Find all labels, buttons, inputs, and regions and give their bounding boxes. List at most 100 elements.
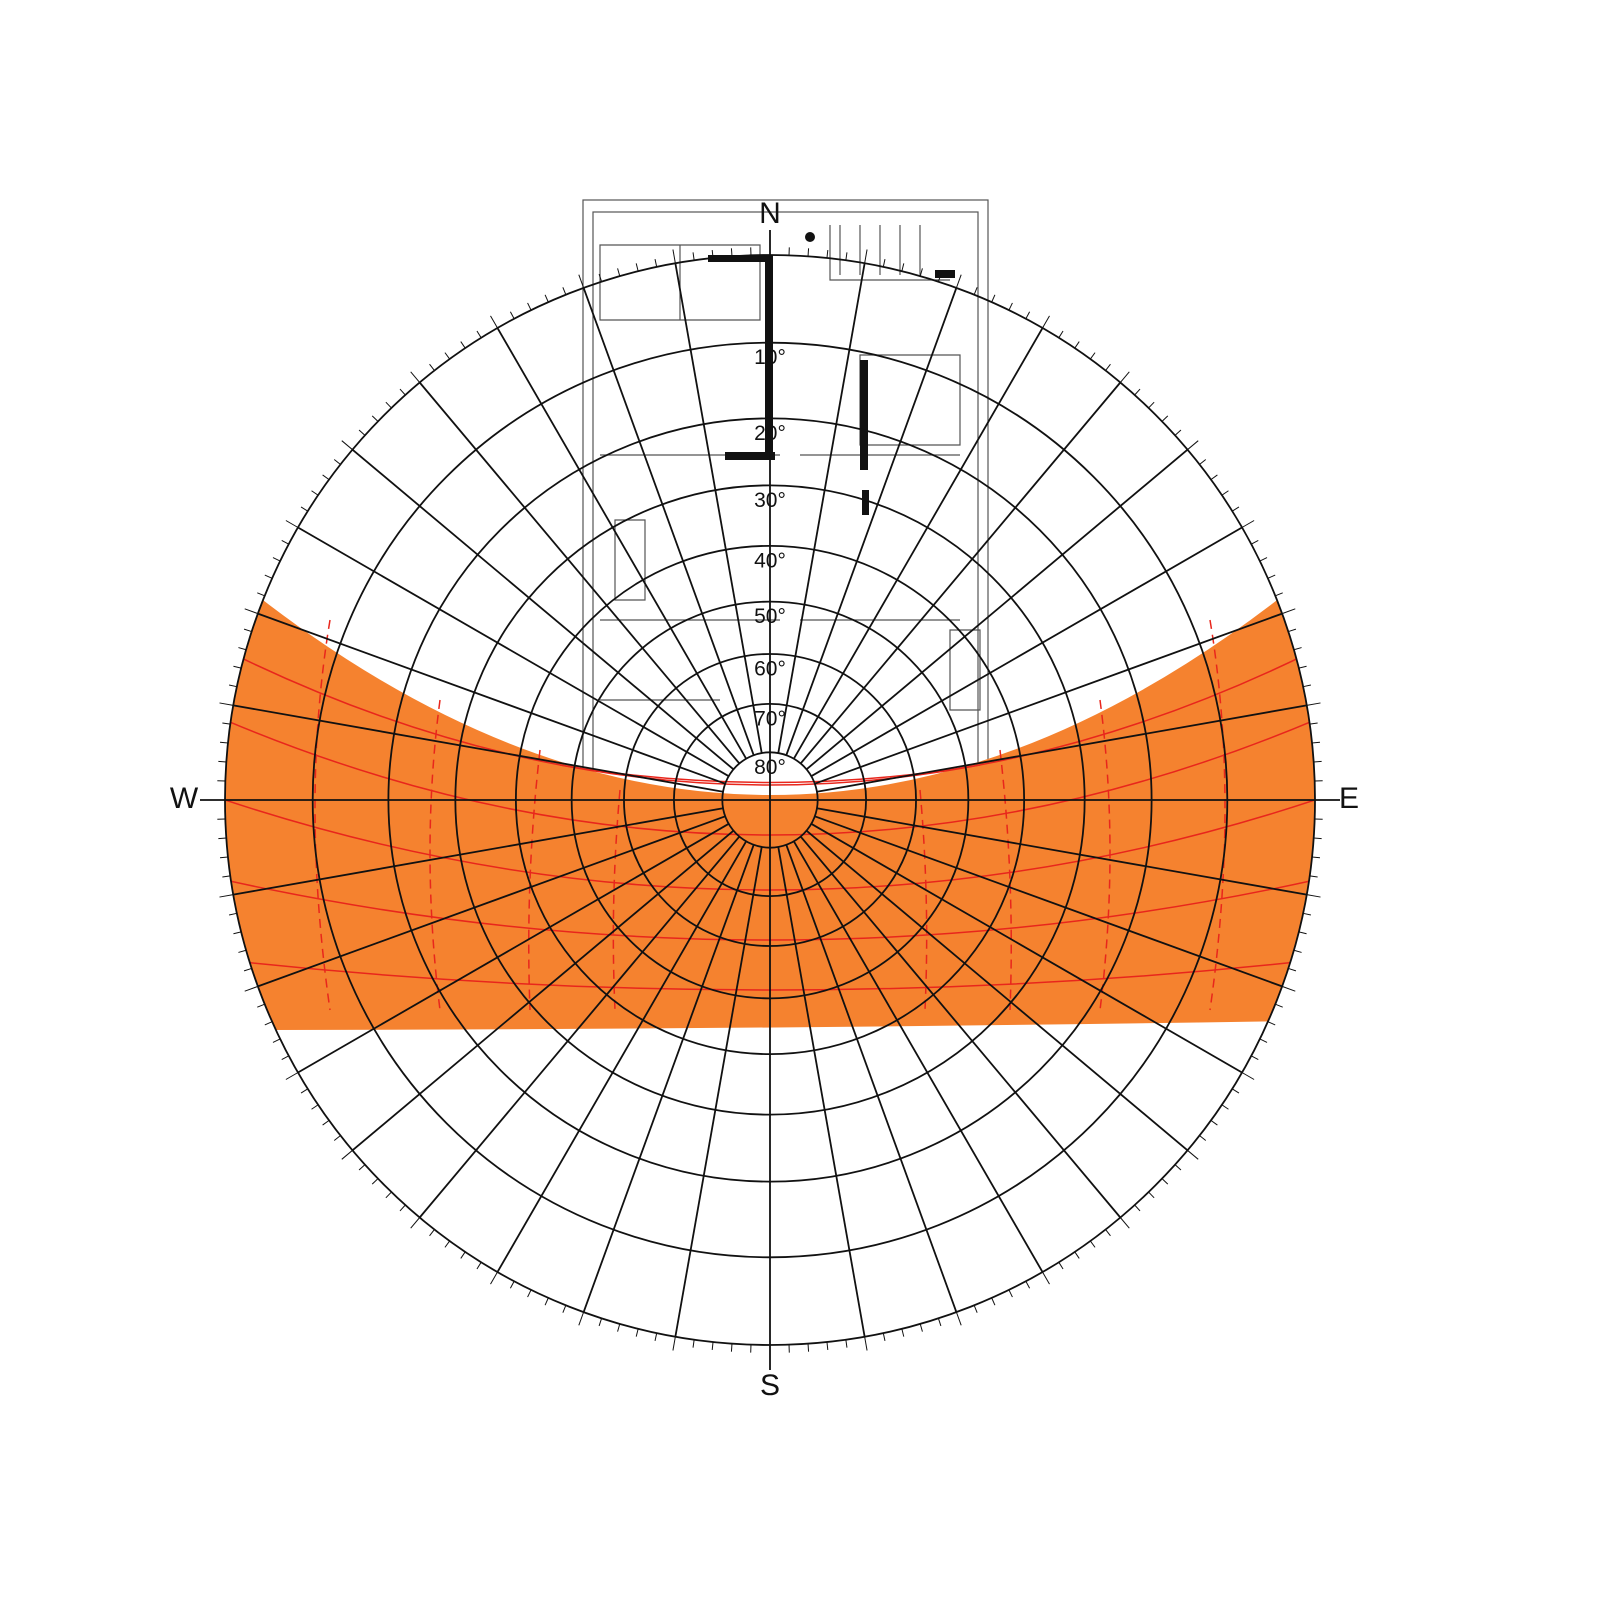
azimuth-tick <box>578 1311 585 1326</box>
azimuth-tick <box>444 352 451 360</box>
azimuth-tick <box>955 274 962 289</box>
azimuth-tick <box>429 1229 435 1237</box>
azimuth-tick <box>654 258 658 268</box>
azimuth-tick <box>1231 506 1240 512</box>
azimuth-tick <box>845 1339 848 1348</box>
azimuth-tick <box>322 474 330 481</box>
azimuth-tick <box>219 894 234 898</box>
azimuth-tick <box>410 1217 421 1229</box>
azimuth-tick <box>527 1289 532 1298</box>
azimuth-line <box>785 287 958 756</box>
azimuth-line <box>805 829 1189 1152</box>
azimuth-tick <box>1259 1038 1268 1043</box>
azimuth-tick <box>901 1328 905 1337</box>
azimuth-tick <box>1275 1003 1283 1008</box>
azimuth-line <box>351 829 735 1152</box>
azimuth-tick <box>692 1339 695 1348</box>
azimuth-tick <box>527 302 532 311</box>
azimuth-tick <box>399 1204 406 1212</box>
azimuth-tick <box>991 1297 996 1306</box>
azimuth-tick <box>973 287 978 295</box>
azimuth-tick <box>460 341 466 349</box>
azimuth-tick <box>1313 760 1322 763</box>
azimuth-tick <box>730 248 733 257</box>
azimuth-tick <box>1105 363 1111 371</box>
azimuth-tick <box>937 273 942 282</box>
azimuth-line <box>810 823 1243 1074</box>
azimuth-tick <box>1267 574 1276 579</box>
azimuth-tick <box>937 1318 942 1327</box>
azimuth-tick <box>1074 341 1080 349</box>
azimuth-tick <box>1174 429 1182 436</box>
azimuth-tick <box>358 429 366 436</box>
azimuth-tick <box>1288 628 1297 633</box>
azimuth-tick <box>228 912 238 916</box>
hour-lines <box>314 619 1226 1011</box>
azimuth-tick <box>617 1323 621 1332</box>
azimuth-tick <box>385 1191 392 1199</box>
azimuth-tick <box>281 539 290 545</box>
azimuth-tick <box>1161 1178 1169 1185</box>
azimuth-line <box>814 612 1283 785</box>
altitude-label: 80° <box>754 756 786 779</box>
azimuth-line <box>233 807 724 896</box>
azimuth-tick <box>692 252 695 261</box>
azimuth-tick <box>1306 894 1321 898</box>
azimuth-tick <box>578 274 585 289</box>
azimuth-tick <box>281 1055 290 1061</box>
azimuth-tick <box>257 1003 265 1008</box>
azimuth-tick <box>864 249 868 264</box>
azimuth-tick <box>1259 557 1268 562</box>
azimuth-tick <box>219 741 229 744</box>
azimuth-tick <box>711 249 714 259</box>
azimuth-tick <box>672 1336 676 1351</box>
azimuth-tick <box>238 647 247 651</box>
azimuth-tick <box>444 1240 451 1248</box>
azimuth-tick <box>1199 1135 1207 1141</box>
azimuth-tick <box>1161 415 1169 422</box>
azimuth-tick <box>845 252 848 261</box>
azimuth-tick <box>1241 1072 1255 1080</box>
altitude-label: 70° <box>754 707 786 730</box>
azimuth-tick <box>371 1178 379 1185</box>
azimuth-line <box>297 823 730 1074</box>
azimuth-line <box>496 840 747 1273</box>
azimuth-tick <box>1250 1055 1259 1061</box>
azimuth-tick <box>244 985 259 992</box>
azimuth-tick <box>1221 490 1229 496</box>
azimuth-tick <box>1187 1149 1199 1160</box>
azimuth-tick <box>1302 912 1312 916</box>
azimuth-tick <box>1306 702 1321 706</box>
azimuth-tick <box>826 249 829 259</box>
azimuth-tick <box>429 363 435 371</box>
azimuth-line <box>777 846 866 1337</box>
azimuth-tick <box>490 315 498 329</box>
azimuth-tick <box>311 1104 319 1110</box>
plan-outline <box>582 199 989 833</box>
azimuth-tick <box>864 1336 868 1351</box>
azimuth-tick <box>460 1251 466 1259</box>
azimuth-tick <box>243 628 252 633</box>
azimuth-tick <box>1311 856 1321 859</box>
azimuth-line <box>257 612 726 785</box>
azimuth-tick <box>385 401 392 409</box>
polar-grid <box>200 230 1340 1370</box>
azimuth-line <box>793 327 1044 760</box>
azimuth-line <box>297 526 730 777</box>
azimuth-tick <box>1174 1164 1182 1171</box>
azimuth-tick <box>1119 1217 1130 1229</box>
azimuth-tick <box>476 1261 482 1270</box>
azimuth-tick <box>672 249 676 264</box>
azimuth-tick <box>1298 931 1307 935</box>
azimuth-line <box>799 835 1122 1219</box>
azimuth-tick <box>1148 1191 1155 1199</box>
altitude-label: 60° <box>754 658 786 681</box>
sun-band <box>225 540 1315 1030</box>
azimuth-tick <box>807 248 810 257</box>
azimuth-tick <box>730 1343 733 1352</box>
azimuth-tick <box>635 263 639 272</box>
azimuth-tick <box>1281 985 1296 992</box>
azimuth-tick <box>901 263 905 272</box>
azimuth-tick <box>955 1311 962 1326</box>
azimuth-tick <box>635 1328 639 1337</box>
